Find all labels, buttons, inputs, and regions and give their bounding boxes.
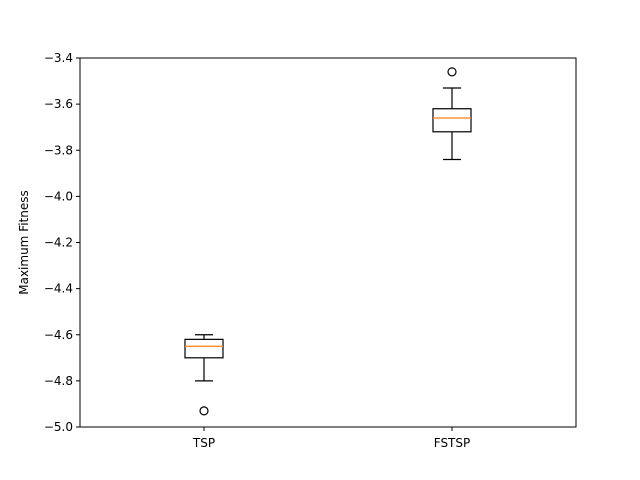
y-tick-label: −3.8	[44, 143, 73, 157]
x-tick-label: TSP	[192, 436, 215, 450]
y-tick-label: −5.0	[44, 420, 73, 434]
outlier-point	[199, 406, 209, 416]
y-tick-label: −4.2	[44, 236, 73, 250]
y-tick-label: −4.0	[44, 189, 73, 203]
y-tick-label: −4.4	[44, 282, 73, 296]
y-tick-label: −3.4	[44, 51, 73, 65]
outlier-point	[447, 67, 457, 77]
x-axis: TSP FSTSP	[192, 427, 470, 450]
iqr-box	[432, 108, 472, 133]
iqr-box	[184, 338, 224, 359]
x-tick-label: FSTSP	[434, 436, 471, 450]
plot-area	[184, 67, 472, 416]
y-tick-label: −4.8	[44, 374, 73, 388]
y-tick-label: −4.6	[44, 328, 73, 342]
y-axis: −5.0 −4.8 −4.6 −4.4 −4.2 −4.0 −3.8 −3.6 −3.4	[44, 51, 80, 434]
y-axis-label: Maximum Fitness	[17, 190, 31, 295]
y-tick-label: −3.6	[44, 97, 73, 111]
box-fstsp	[432, 67, 472, 161]
axes-frame	[79, 57, 577, 428]
box-tsp	[184, 334, 224, 416]
